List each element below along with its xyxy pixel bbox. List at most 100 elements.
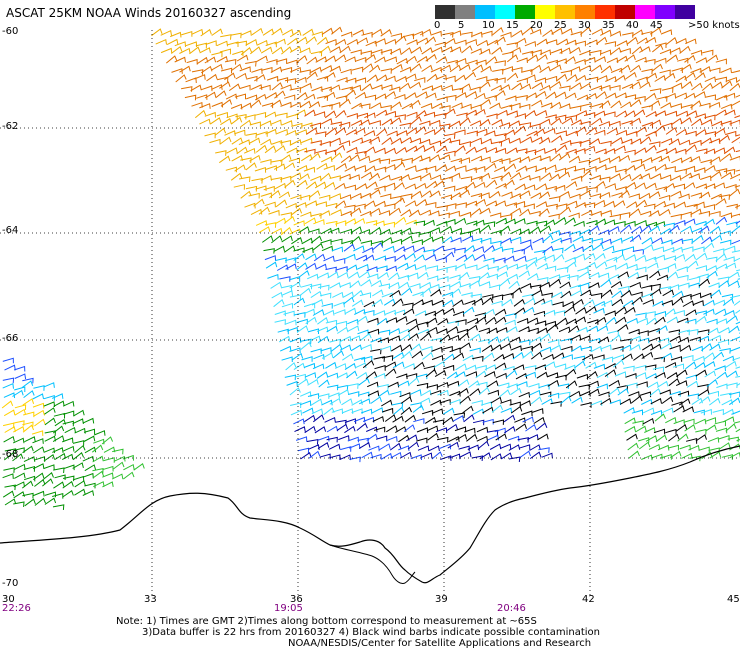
wind-barb <box>447 441 459 449</box>
wind-barb <box>601 299 613 306</box>
wind-barb <box>558 152 571 161</box>
wind-barb <box>683 418 695 425</box>
wind-barb <box>325 202 338 209</box>
wind-barb <box>489 443 502 450</box>
wind-barb <box>664 166 676 172</box>
wind-barb <box>363 254 375 262</box>
wind-barb <box>512 364 525 371</box>
wind-barb <box>204 132 216 139</box>
wind-barb <box>455 254 468 262</box>
wind-barb <box>470 207 482 216</box>
wind-barb <box>703 299 715 307</box>
wind-barb <box>184 94 197 101</box>
wind-barb <box>588 271 600 279</box>
wind-barb <box>320 347 332 353</box>
wind-barb <box>635 219 647 226</box>
wind-barb <box>283 162 296 170</box>
wind-barb <box>726 221 738 228</box>
wind-barb <box>435 427 448 434</box>
wind-barb <box>513 298 526 307</box>
wind-barb <box>475 365 487 371</box>
wind-barb <box>695 310 707 317</box>
wind-barb <box>677 336 690 344</box>
wind-barb <box>433 180 445 189</box>
wind-barb <box>375 93 387 100</box>
wind-barb <box>323 91 336 99</box>
wind-barb <box>616 40 628 47</box>
wind-barb <box>365 371 378 379</box>
wind-barb <box>695 220 707 227</box>
wind-barb <box>605 92 617 100</box>
wind-barb <box>689 155 701 163</box>
wind-barb <box>377 271 389 280</box>
wind-barb <box>570 175 583 182</box>
wind-barb <box>22 398 35 406</box>
wind-barb <box>564 165 577 172</box>
wind-barb <box>374 56 386 64</box>
wind-barb <box>53 481 65 489</box>
wind-barb <box>323 181 336 190</box>
wind-barb <box>52 425 65 434</box>
wind-barb <box>604 165 617 172</box>
wind-barb <box>289 101 302 108</box>
wind-barb <box>254 93 267 101</box>
wind-barb <box>689 336 701 343</box>
wind-barb <box>295 76 307 83</box>
wind-barb <box>215 90 227 99</box>
wind-barb <box>684 253 696 262</box>
wind-barb <box>220 34 232 40</box>
wind-barb <box>344 89 357 98</box>
wind-barb <box>542 245 554 254</box>
wind-barb <box>390 137 403 145</box>
wind-barb <box>731 239 740 245</box>
wind-barb <box>62 490 74 498</box>
wind-barb <box>358 398 371 405</box>
wind-barb <box>419 28 432 36</box>
wind-barb <box>44 497 57 505</box>
wind-barb <box>194 74 206 80</box>
wind-barb <box>498 389 511 398</box>
wind-barb <box>265 41 277 48</box>
wind-barb <box>358 155 371 162</box>
wind-barb <box>693 246 705 253</box>
wind-barb <box>501 66 514 72</box>
wind-barb <box>709 397 721 406</box>
wind-barb <box>393 161 406 170</box>
wind-barb <box>261 102 274 109</box>
wind-barb <box>527 273 539 281</box>
wind-barb <box>514 125 527 134</box>
wind-barb <box>703 352 715 360</box>
wind-barb <box>491 300 503 307</box>
wind-barb <box>394 114 406 120</box>
wind-barb <box>690 67 702 74</box>
wind-barb <box>360 50 372 57</box>
wind-barb <box>725 360 737 368</box>
wind-barb <box>82 490 95 496</box>
wind-barb <box>659 69 671 76</box>
wind-barb <box>466 220 478 227</box>
wind-barb <box>407 441 420 450</box>
wind-barb <box>349 456 361 463</box>
wind-barb <box>479 118 491 127</box>
wind-barb <box>103 457 115 463</box>
wind-barb <box>296 36 308 44</box>
wind-barb <box>524 184 536 191</box>
wind-barb <box>238 139 251 146</box>
wind-barb <box>388 281 400 289</box>
wind-barb <box>62 437 74 444</box>
wind-barb <box>281 302 294 309</box>
wind-barb <box>281 290 294 296</box>
coastline-bay-outline <box>329 544 416 584</box>
wind-barb <box>612 346 624 352</box>
wind-barb <box>386 435 398 442</box>
wind-barb <box>706 256 718 263</box>
wind-barb <box>259 84 271 91</box>
wind-barb <box>384 147 397 155</box>
wind-barb <box>303 308 315 315</box>
wind-barb <box>400 47 412 55</box>
scale-swatch <box>515 5 536 19</box>
wind-barb <box>395 76 408 83</box>
wind-barb <box>399 82 411 91</box>
wind-barb <box>339 454 351 461</box>
wind-barb <box>240 119 252 128</box>
